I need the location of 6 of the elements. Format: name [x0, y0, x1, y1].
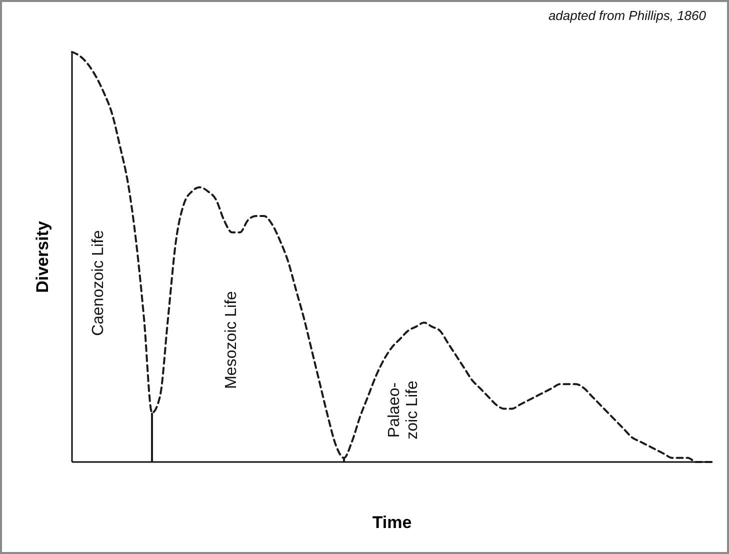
text: adapted from Phillips, 1860	[548, 8, 707, 23]
x-axis-title: Time	[372, 513, 412, 532]
annotation: Mesozoic Life	[223, 290, 240, 389]
annotation: Palaeo- zoic Life	[386, 380, 421, 440]
annotation: Caenozoic Life	[90, 230, 107, 336]
y-axis-title: Diversity	[33, 220, 52, 293]
